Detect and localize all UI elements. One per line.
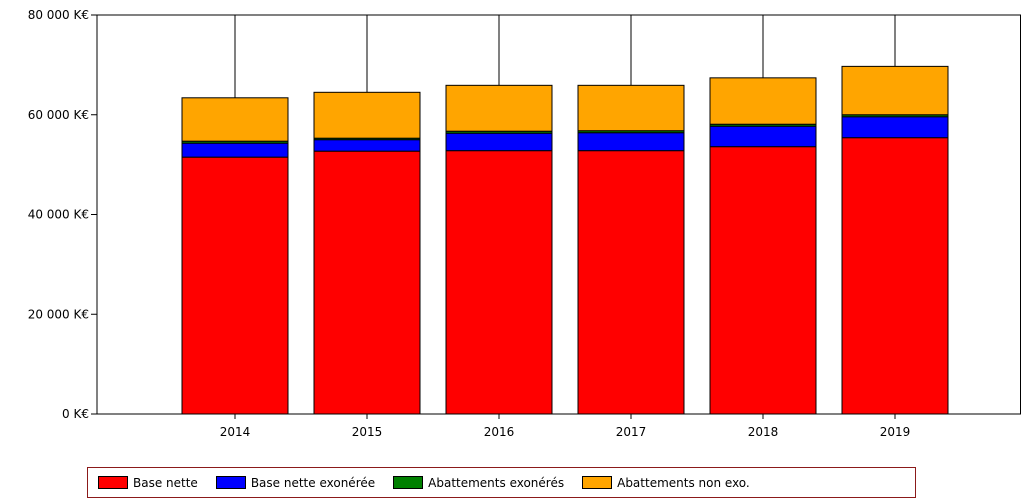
bar-segment: [709, 125, 817, 148]
bar-segment: [313, 91, 421, 139]
y-tick-label: 0 K€: [62, 407, 89, 421]
chart-legend: Base nette Base nette exonérée Abattemen…: [87, 467, 916, 498]
bar-segment: [577, 150, 685, 415]
x-tick-label: 2016: [484, 425, 515, 439]
legend-label: Abattements exonérés: [428, 475, 565, 490]
bar-segment: [577, 132, 685, 152]
bar-segment: [445, 150, 553, 415]
bar-segment: [181, 97, 289, 142]
bar-segment: [577, 84, 685, 132]
y-tick-label: 20 000 K€: [28, 307, 89, 321]
legend-swatch: [98, 476, 128, 489]
bar-segment: [313, 139, 421, 152]
legend-swatch: [215, 476, 246, 489]
x-tick-label: 2019: [880, 425, 911, 439]
bar-segment: [841, 137, 949, 415]
bar-segment: [445, 84, 553, 132]
x-tick-label: 2015: [352, 425, 383, 439]
legend-item-abattements-non-exo: Abattements non exo.: [582, 476, 750, 490]
legend-item-abattements-exoneres: Abattements exonérés: [393, 476, 564, 490]
legend-item-base-nette: Base nette: [98, 476, 198, 490]
bar-segment: [445, 132, 553, 152]
bar-segment: [841, 65, 949, 116]
x-tick-label: 2018: [748, 425, 779, 439]
legend-label: Base nette: [133, 475, 198, 490]
bar-segment: [181, 156, 289, 415]
legend-swatch: [393, 476, 424, 489]
bar-segment: [709, 146, 817, 415]
legend-label: Base nette exonérée: [250, 475, 376, 490]
bar-segment: [181, 142, 289, 158]
y-tick-label: 60 000 K€: [28, 108, 89, 122]
legend-label: Abattements non exo.: [617, 475, 750, 490]
bar-segment: [313, 150, 421, 415]
legend-swatch: [582, 476, 613, 489]
y-tick-label: 80 000 K€: [28, 8, 89, 22]
x-tick-label: 2017: [616, 425, 647, 439]
bar-segment: [709, 77, 817, 125]
bar-segment: [841, 116, 949, 139]
legend-item-base-nette-exoneree: Base nette exonérée: [215, 475, 376, 490]
x-tick-label: 2014: [220, 425, 251, 439]
y-tick-label: 40 000 K€: [28, 208, 89, 222]
